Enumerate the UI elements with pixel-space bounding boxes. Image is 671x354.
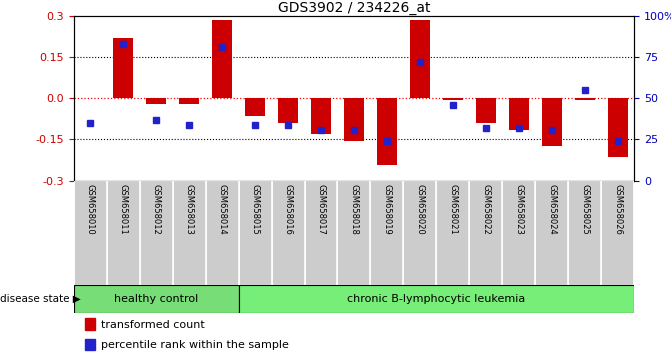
Bar [212, 20, 232, 98]
Bar [74, 285, 239, 313]
Text: GSM658021: GSM658021 [448, 184, 458, 234]
FancyBboxPatch shape [469, 181, 503, 285]
FancyBboxPatch shape [74, 181, 107, 285]
FancyBboxPatch shape [535, 181, 568, 285]
FancyBboxPatch shape [601, 181, 634, 285]
Bar [476, 98, 496, 123]
FancyBboxPatch shape [568, 181, 601, 285]
Text: GSM658022: GSM658022 [481, 184, 491, 234]
Bar [311, 98, 331, 134]
FancyBboxPatch shape [107, 181, 140, 285]
Text: GSM658014: GSM658014 [217, 184, 227, 234]
Bar [410, 20, 429, 98]
Bar [245, 98, 265, 116]
Bar [608, 98, 627, 157]
Bar [509, 98, 529, 130]
Bar [541, 98, 562, 146]
FancyBboxPatch shape [305, 181, 338, 285]
Bar [85, 338, 95, 350]
Bar [377, 98, 397, 165]
Bar [113, 38, 133, 98]
Text: GSM658017: GSM658017 [317, 184, 325, 235]
Bar [146, 98, 166, 104]
FancyBboxPatch shape [272, 181, 305, 285]
Text: GSM658011: GSM658011 [119, 184, 127, 234]
FancyBboxPatch shape [338, 181, 370, 285]
Text: GSM658016: GSM658016 [284, 184, 293, 235]
Bar [179, 98, 199, 104]
Title: GDS3902 / 234226_at: GDS3902 / 234226_at [278, 1, 430, 15]
FancyBboxPatch shape [205, 181, 239, 285]
Text: GSM658026: GSM658026 [613, 184, 622, 235]
Text: GSM658018: GSM658018 [350, 184, 358, 235]
Text: GSM658010: GSM658010 [86, 184, 95, 234]
Text: GSM658015: GSM658015 [250, 184, 260, 234]
Text: percentile rank within the sample: percentile rank within the sample [101, 340, 289, 350]
Text: GSM658019: GSM658019 [382, 184, 391, 234]
Bar [344, 98, 364, 141]
Bar [239, 285, 634, 313]
Text: disease state ▶: disease state ▶ [0, 294, 81, 304]
Text: healthy control: healthy control [114, 294, 199, 304]
Text: transformed count: transformed count [101, 320, 205, 330]
Text: GSM658025: GSM658025 [580, 184, 589, 234]
Bar [443, 98, 463, 99]
FancyBboxPatch shape [140, 181, 172, 285]
FancyBboxPatch shape [403, 181, 436, 285]
Bar [278, 98, 298, 123]
Text: GSM658012: GSM658012 [152, 184, 161, 234]
FancyBboxPatch shape [172, 181, 205, 285]
FancyBboxPatch shape [370, 181, 403, 285]
Bar [575, 98, 595, 101]
Bar [85, 318, 95, 330]
FancyBboxPatch shape [436, 181, 469, 285]
FancyBboxPatch shape [503, 181, 535, 285]
Text: GSM658020: GSM658020 [415, 184, 424, 234]
Text: GSM658023: GSM658023 [514, 184, 523, 235]
FancyBboxPatch shape [239, 181, 272, 285]
Text: GSM658013: GSM658013 [185, 184, 194, 235]
Text: GSM658024: GSM658024 [547, 184, 556, 234]
Text: chronic B-lymphocytic leukemia: chronic B-lymphocytic leukemia [347, 294, 525, 304]
